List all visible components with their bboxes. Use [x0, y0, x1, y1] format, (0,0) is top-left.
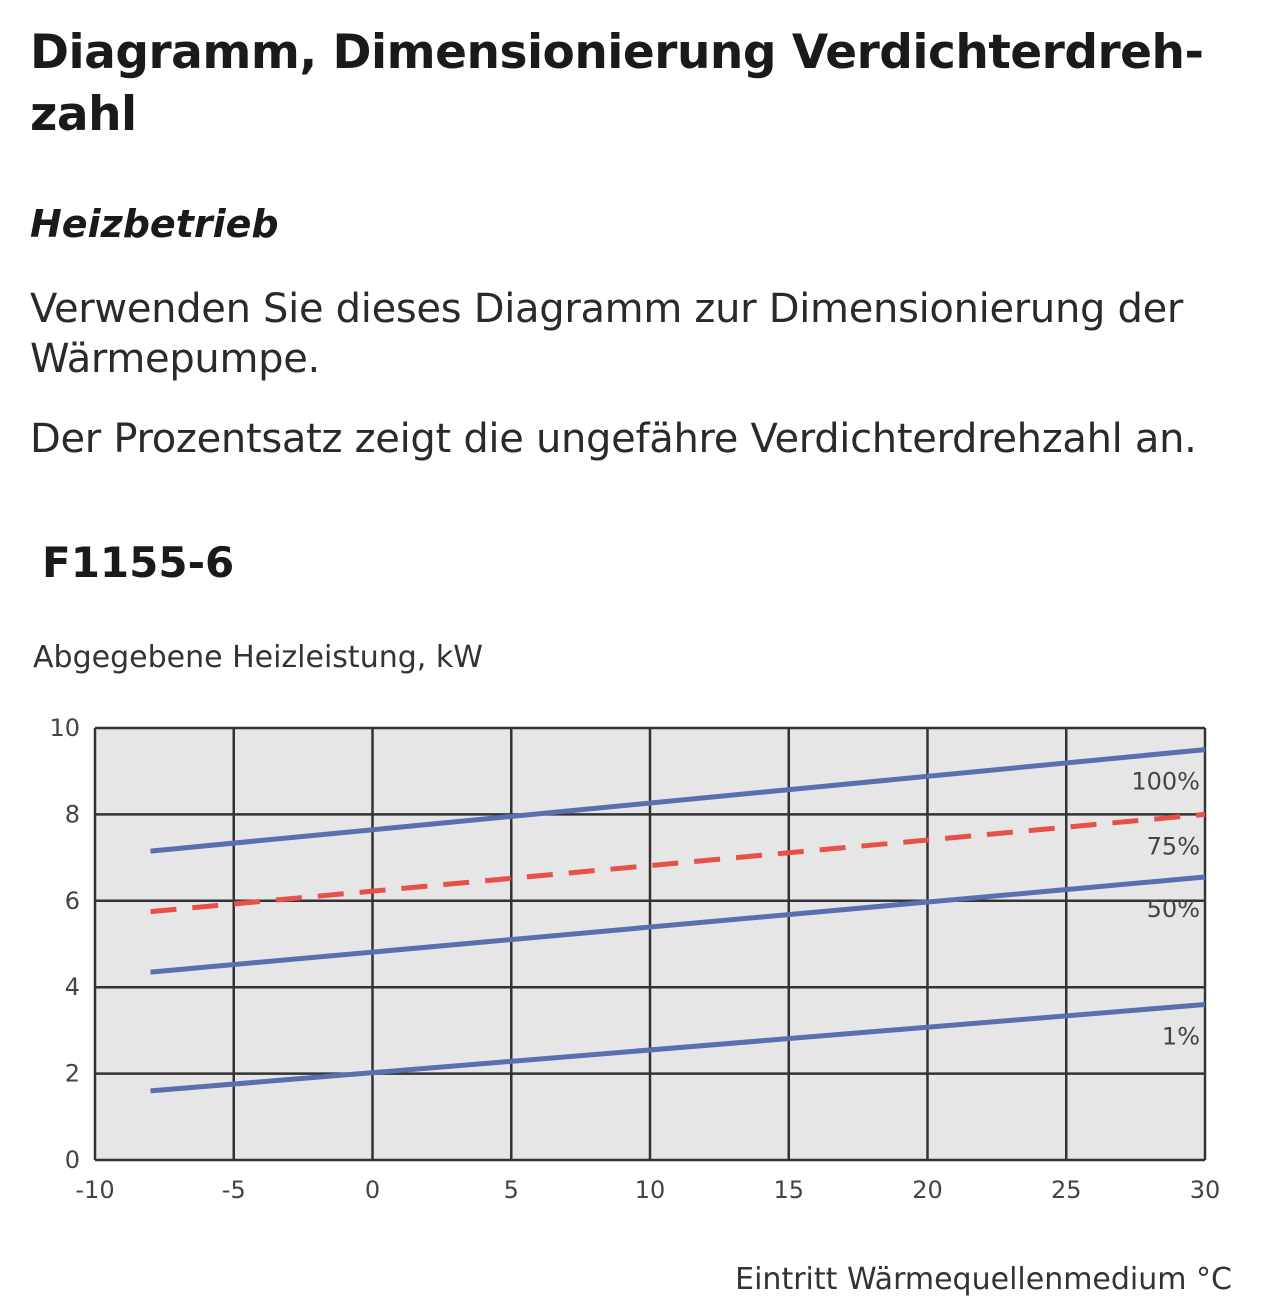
- series-line: [150, 1001, 1206, 1094]
- x-tick-label: -5: [222, 1176, 246, 1204]
- heating-capacity-chart: -10 -5 0 5 10 15 20 25 30 0 2 4 6 8 10 100% 75% 50% 1%: [49, 714, 1221, 1204]
- y-tick-label: 6: [65, 887, 80, 915]
- x-tick-label: -10: [75, 1176, 114, 1204]
- section-subtitle: Heizbetrieb: [30, 202, 279, 246]
- y-axis-label: Abgegebene Heizleistung, kW: [33, 640, 483, 675]
- x-axis-label: Eintritt Wärmequellenmedium °C: [735, 1262, 1232, 1297]
- x-tick-label: 0: [365, 1176, 380, 1204]
- page-title: Diagramm, Dimensionierung Verdichterdreh…: [30, 25, 1204, 142]
- x-tick-label: 15: [773, 1176, 804, 1204]
- series-line: [150, 747, 1206, 854]
- series-line: [150, 874, 1206, 975]
- x-tick-label: 25: [1051, 1176, 1082, 1204]
- series-label: 50%: [1147, 895, 1200, 923]
- series-label: 100%: [1131, 768, 1200, 796]
- y-tick-label: 2: [65, 1060, 80, 1088]
- x-tick-label: 30: [1190, 1176, 1221, 1204]
- x-tick-label: 20: [912, 1176, 943, 1204]
- y-tick-label: 4: [65, 973, 80, 1001]
- y-tick-label: 0: [65, 1146, 80, 1174]
- description-paragraph-1: Verwenden Sie dieses Diagramm zur Dimens…: [30, 286, 1184, 382]
- y-tick-label: 8: [65, 800, 80, 828]
- series-label: 1%: [1162, 1022, 1200, 1050]
- series-label: 75%: [1147, 832, 1200, 860]
- description-paragraph-2: Der Prozentsatz zeigt die ungefähre Verd…: [30, 416, 1197, 462]
- y-tick-label: 10: [49, 714, 80, 742]
- x-tick-label: 5: [504, 1176, 519, 1204]
- model-name: F1155-6: [42, 538, 235, 587]
- x-tick-label: 10: [635, 1176, 666, 1204]
- series-line: [150, 811, 1206, 915]
